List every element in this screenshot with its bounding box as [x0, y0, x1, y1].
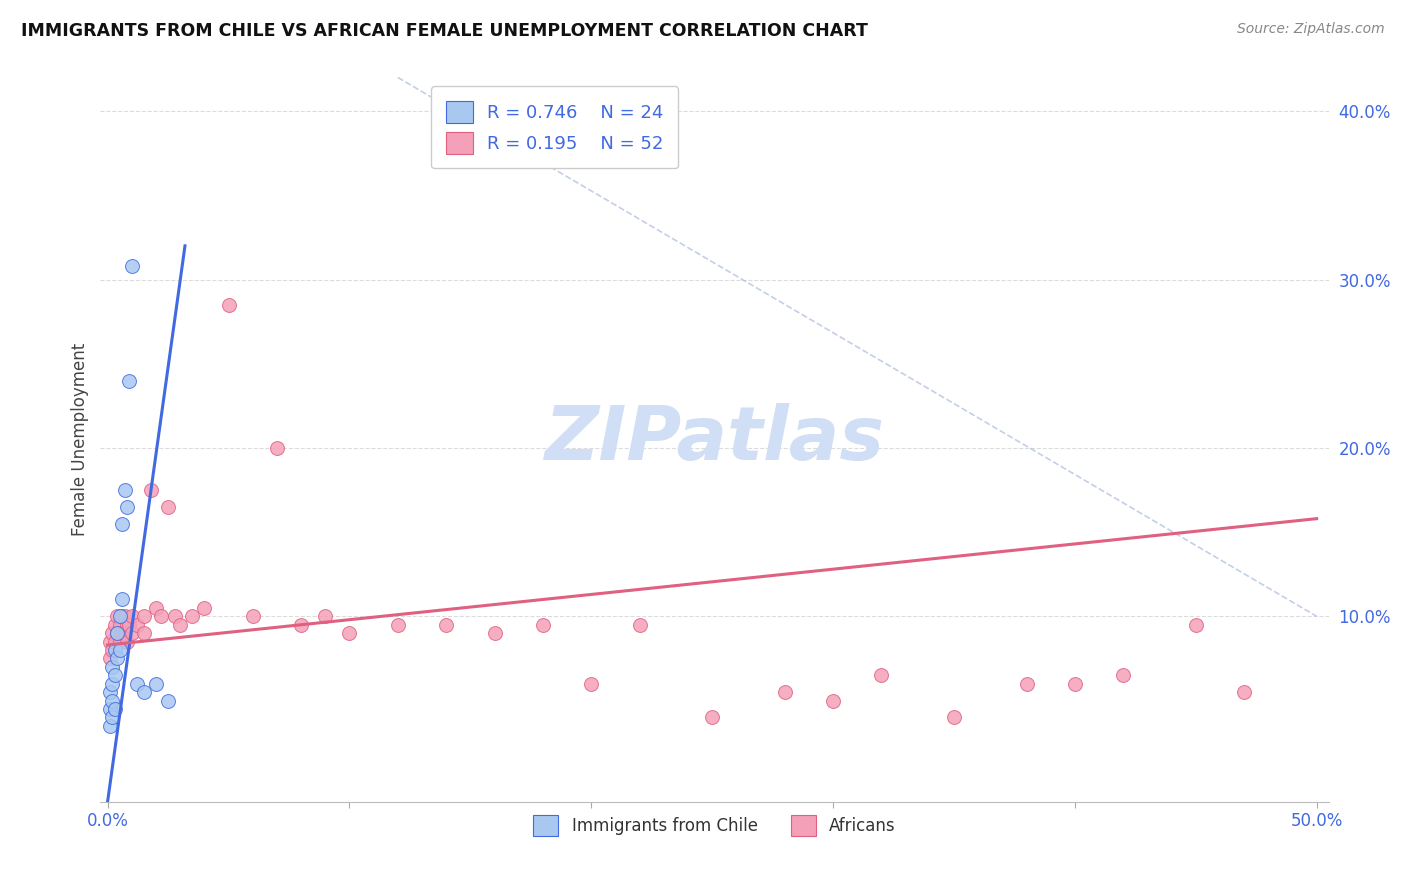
- Point: [434, 617, 457, 632]
- Point: [118, 374, 141, 388]
- Point: [111, 609, 134, 624]
- Point: [104, 643, 127, 657]
- Point: [773, 685, 796, 699]
- Text: Source: ZipAtlas.com: Source: ZipAtlas.com: [1237, 22, 1385, 37]
- Point: [115, 634, 138, 648]
- Point: [114, 483, 136, 497]
- Point: [165, 609, 187, 624]
- Legend: Immigrants from Chile, Africans: Immigrants from Chile, Africans: [524, 807, 904, 844]
- Point: [132, 685, 155, 699]
- Point: [145, 601, 167, 615]
- Point: [111, 516, 134, 531]
- Text: IMMIGRANTS FROM CHILE VS AFRICAN FEMALE UNEMPLOYMENT CORRELATION CHART: IMMIGRANTS FROM CHILE VS AFRICAN FEMALE …: [21, 22, 868, 40]
- Point: [242, 609, 264, 624]
- Point: [118, 617, 141, 632]
- Point: [121, 259, 143, 273]
- Point: [101, 660, 124, 674]
- Point: [105, 626, 128, 640]
- Point: [314, 609, 336, 624]
- Point: [157, 500, 180, 514]
- Point: [145, 676, 167, 690]
- Point: [101, 693, 124, 707]
- Point: [125, 617, 148, 632]
- Point: [132, 609, 155, 624]
- Point: [193, 601, 215, 615]
- Point: [821, 693, 844, 707]
- Point: [169, 617, 191, 632]
- Point: [108, 609, 131, 624]
- Point: [125, 676, 148, 690]
- Point: [101, 676, 124, 690]
- Point: [290, 617, 312, 632]
- Point: [105, 609, 128, 624]
- Point: [104, 702, 127, 716]
- Point: [1063, 676, 1085, 690]
- Point: [157, 693, 180, 707]
- Point: [115, 617, 138, 632]
- Point: [98, 685, 121, 699]
- Point: [484, 626, 506, 640]
- Y-axis label: Female Unemployment: Female Unemployment: [72, 343, 89, 536]
- Point: [105, 626, 128, 640]
- Point: [108, 634, 131, 648]
- Point: [149, 609, 172, 624]
- Point: [1112, 668, 1135, 682]
- Point: [98, 651, 121, 665]
- Point: [101, 643, 124, 657]
- Point: [101, 710, 124, 724]
- Point: [218, 298, 240, 312]
- Point: [98, 634, 121, 648]
- Point: [104, 634, 127, 648]
- Point: [339, 626, 361, 640]
- Point: [121, 626, 143, 640]
- Point: [1015, 676, 1038, 690]
- Point: [181, 609, 204, 624]
- Point: [628, 617, 651, 632]
- Point: [108, 643, 131, 657]
- Point: [1184, 617, 1206, 632]
- Point: [139, 483, 162, 497]
- Point: [115, 500, 138, 514]
- Point: [98, 719, 121, 733]
- Point: [266, 441, 288, 455]
- Point: [111, 626, 134, 640]
- Point: [101, 626, 124, 640]
- Point: [1233, 685, 1256, 699]
- Point: [942, 710, 965, 724]
- Point: [108, 617, 131, 632]
- Point: [387, 617, 409, 632]
- Point: [114, 609, 136, 624]
- Point: [111, 592, 134, 607]
- Point: [104, 668, 127, 682]
- Point: [702, 710, 724, 724]
- Point: [581, 676, 603, 690]
- Point: [114, 626, 136, 640]
- Point: [104, 617, 127, 632]
- Point: [98, 702, 121, 716]
- Point: [531, 617, 554, 632]
- Text: ZIPatlas: ZIPatlas: [544, 403, 884, 476]
- Point: [870, 668, 893, 682]
- Point: [121, 609, 143, 624]
- Point: [105, 651, 128, 665]
- Point: [132, 626, 155, 640]
